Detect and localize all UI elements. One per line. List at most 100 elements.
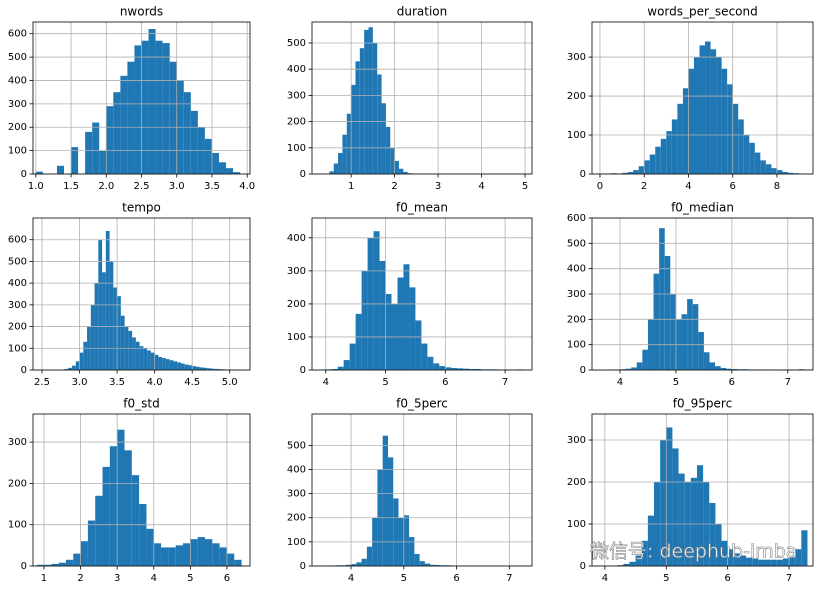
bar [727,84,733,174]
bar [197,537,205,566]
bar [168,547,176,566]
axes-frame [32,413,251,567]
bar [475,369,482,370]
bar [173,361,178,370]
y-tick-label: 200 [567,91,586,102]
bar [109,446,118,566]
bar [789,557,796,566]
bar [75,361,80,370]
bar [682,88,689,174]
chart-title: f0_95perc [673,397,732,411]
bar [351,84,356,174]
bar [195,366,200,370]
bar [788,172,794,174]
bar [765,164,772,174]
bar [177,362,181,370]
y-tick-label: 0 [21,561,27,572]
x-tick-label: 4 [151,573,157,584]
axes-frame [311,217,533,371]
x-tick-label: 4 [323,377,329,388]
x-tick-label: 2 [391,181,397,192]
x-tick-label: 1.0 [28,181,44,192]
x-tick-label: 6 [442,377,448,388]
bar [337,366,344,370]
x-tick-label: 2.0 [98,181,114,192]
bar [338,153,343,174]
y-tick-label: 300 [567,289,586,300]
chart-title: nwords [120,5,163,19]
bar [169,360,174,370]
bar [80,541,88,566]
y-tick-label: 200 [287,513,306,524]
bar [329,171,334,174]
bar [377,74,382,174]
x-tick-label: 2 [641,181,647,192]
bar [644,160,650,174]
x-tick-label: 4 [602,573,608,584]
bar [760,160,766,174]
bar [409,537,415,566]
bar [162,358,166,370]
y-tick-label: 500 [8,52,27,63]
bar [381,103,386,174]
bar [655,146,661,174]
bar [139,504,147,566]
y-tick-label: 500 [567,238,586,249]
bar [342,134,347,174]
bar [782,172,789,174]
bar [95,495,103,566]
bar [424,563,431,566]
bar [427,356,434,370]
x-tick-label: 4.5 [184,377,200,388]
bar [647,515,655,566]
y-tick-label: 300 [8,437,27,448]
axes-frame [591,21,814,175]
bar [207,368,211,370]
bar [670,294,676,370]
bar [58,562,66,566]
bar [678,473,685,566]
bar [715,366,721,370]
x-tick-label: 1.5 [63,181,79,192]
bar [463,368,470,370]
bar [672,448,679,566]
bar [403,171,408,174]
x-tick-label: 3.0 [72,377,88,388]
bar [387,457,394,566]
chart-title: words_per_second [647,5,757,19]
x-tick-label: 5 [382,377,388,388]
bar [109,261,114,370]
bar [414,553,420,566]
y-tick-label: 0 [300,365,306,376]
bar [617,565,624,566]
bar [638,166,645,174]
y-tick-label: 600 [567,213,586,224]
x-tick-label: 4 [348,573,354,584]
y-tick-label: 200 [567,314,586,325]
y-tick-label: 200 [287,117,306,128]
bar [754,152,761,174]
bar [469,369,476,370]
bar [83,341,88,370]
y-tick-label: 100 [287,143,306,154]
x-tick-label: 7 [506,573,512,584]
bar [161,547,169,566]
y-tick-label: 300 [567,435,586,446]
bar [203,367,208,370]
y-tick-label: 0 [300,169,306,180]
x-tick-label: 4.0 [239,181,255,192]
y-tick-label: 100 [8,343,27,354]
bar [102,466,110,566]
bar [385,294,392,370]
bar [366,546,373,566]
bar [147,350,151,370]
bar [372,42,378,175]
y-tick-label: 600 [8,235,27,246]
bar [379,260,386,370]
bar [349,343,356,370]
bar [184,364,189,370]
bar [364,29,369,175]
x-tick-label: 6 [730,181,736,192]
bar [659,228,665,370]
y-tick-label: 300 [8,99,27,110]
